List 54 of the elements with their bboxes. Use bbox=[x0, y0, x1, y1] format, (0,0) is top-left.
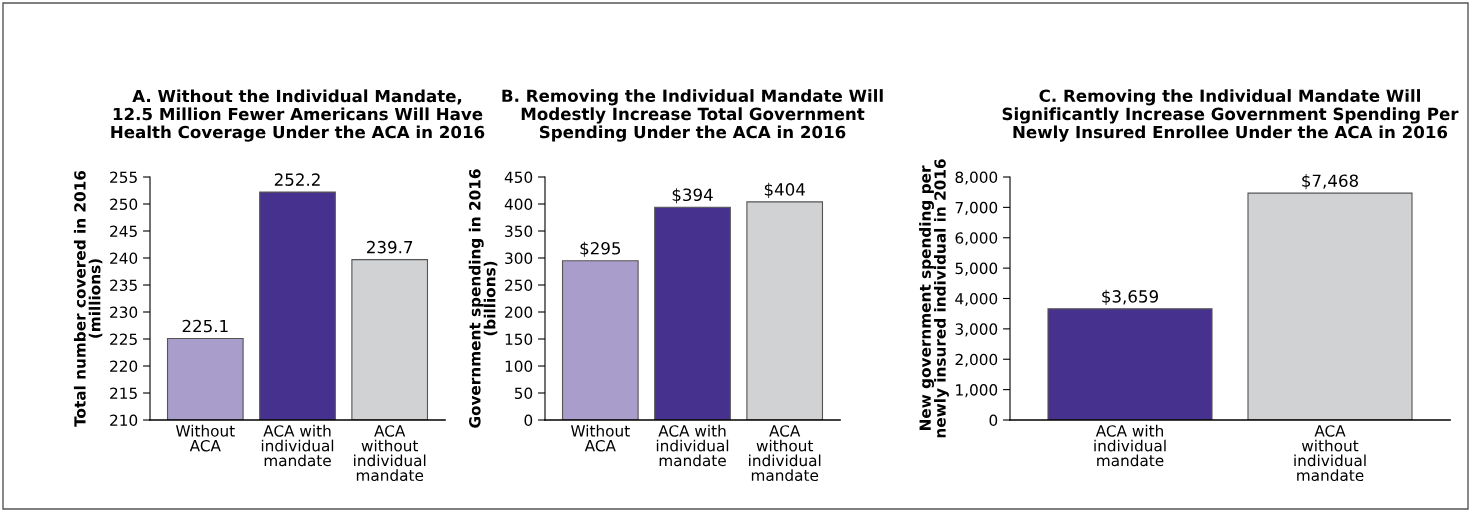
bar bbox=[746, 201, 824, 420]
y-tick-label: 2,000 bbox=[955, 353, 998, 367]
y-tick-label: 255 bbox=[110, 171, 137, 184]
chart-title: B. Removing the Individual Mandate Will Modestly Increase Total Government Spending Under the ACA in 2016 bbox=[502, 89, 883, 142]
y-tick-label: 50 bbox=[514, 387, 533, 400]
y-tick-label: 235 bbox=[110, 279, 137, 292]
x-tick-label: ACA with individual mandate bbox=[656, 424, 729, 467]
x-tick-label: Without ACA bbox=[175, 424, 235, 452]
y-tick-label: 450 bbox=[504, 171, 533, 184]
y-axis-title: New government spending per newly insured individual in 2016 bbox=[919, 159, 949, 438]
y-tick-label: 215 bbox=[110, 387, 137, 400]
y-tick-label: 350 bbox=[505, 225, 533, 238]
y-tick-label: 250 bbox=[505, 279, 533, 292]
y-tick-label: 0 bbox=[524, 414, 533, 427]
y-tick-label: 8,000 bbox=[955, 171, 998, 185]
y-tick-label: 210 bbox=[110, 414, 138, 427]
x-tick-label: ACA without individual mandate bbox=[1294, 425, 1366, 482]
y-tick-label: 1,000 bbox=[956, 384, 998, 398]
data-label: $394 bbox=[672, 188, 713, 204]
y-tick-label: 200 bbox=[505, 306, 533, 319]
data-label: 225.1 bbox=[182, 319, 228, 333]
y-tick-label: 7,000 bbox=[955, 201, 998, 215]
data-label: 239.7 bbox=[367, 240, 413, 254]
data-label: $404 bbox=[764, 182, 805, 198]
chart-title: C. Removing the Individual Mandate Will Significantly Increase Government Spending Per Newly Insured Enrollee Under the ACA in 2016 bbox=[1002, 89, 1459, 142]
y-axis-title: Government spending in 2016 (billions) bbox=[468, 169, 498, 428]
y-tick-label: 225 bbox=[110, 333, 137, 346]
y-tick-label: 220 bbox=[110, 360, 138, 373]
y-tick-label: 230 bbox=[110, 306, 138, 319]
data-label: $7,468 bbox=[1302, 174, 1359, 190]
x-tick-label: ACA with individual mandate bbox=[261, 424, 334, 467]
bar bbox=[561, 260, 639, 420]
y-tick-label: 6,000 bbox=[955, 232, 998, 246]
data-label: $295 bbox=[580, 241, 621, 257]
bar bbox=[654, 206, 731, 420]
y-tick-label: 5,000 bbox=[955, 262, 998, 276]
data-label: $3,659 bbox=[1102, 289, 1158, 305]
y-tick-label: 240 bbox=[110, 252, 138, 265]
y-tick-label: 300 bbox=[505, 252, 533, 265]
chart-title: A. Without the Individual Mandate, 12.5 Million Fewer Americans Will Have Health Coverage Under the ACA in 2016 bbox=[111, 89, 485, 142]
x-tick-label: ACA with individual mandate bbox=[1094, 424, 1166, 467]
y-tick-label: 3,000 bbox=[955, 323, 998, 337]
y-tick-label: 245 bbox=[110, 225, 137, 238]
x-tick-label: ACA without individual mandate bbox=[749, 425, 821, 482]
y-tick-label: 4,000 bbox=[955, 292, 998, 307]
y-tick-label: 250 bbox=[110, 198, 138, 211]
x-tick-label: ACA without individual mandate bbox=[354, 425, 426, 482]
x-tick-label: Without ACA bbox=[570, 424, 630, 452]
y-tick-label: 100 bbox=[505, 360, 533, 373]
y-axis-title: Total number covered in 2016 (millions) bbox=[73, 170, 103, 427]
y-tick-label: 400 bbox=[504, 198, 533, 211]
y-tick-label: 150 bbox=[505, 333, 533, 346]
data-label: 252.2 bbox=[274, 173, 320, 186]
y-tick-label: 0 bbox=[989, 414, 998, 427]
